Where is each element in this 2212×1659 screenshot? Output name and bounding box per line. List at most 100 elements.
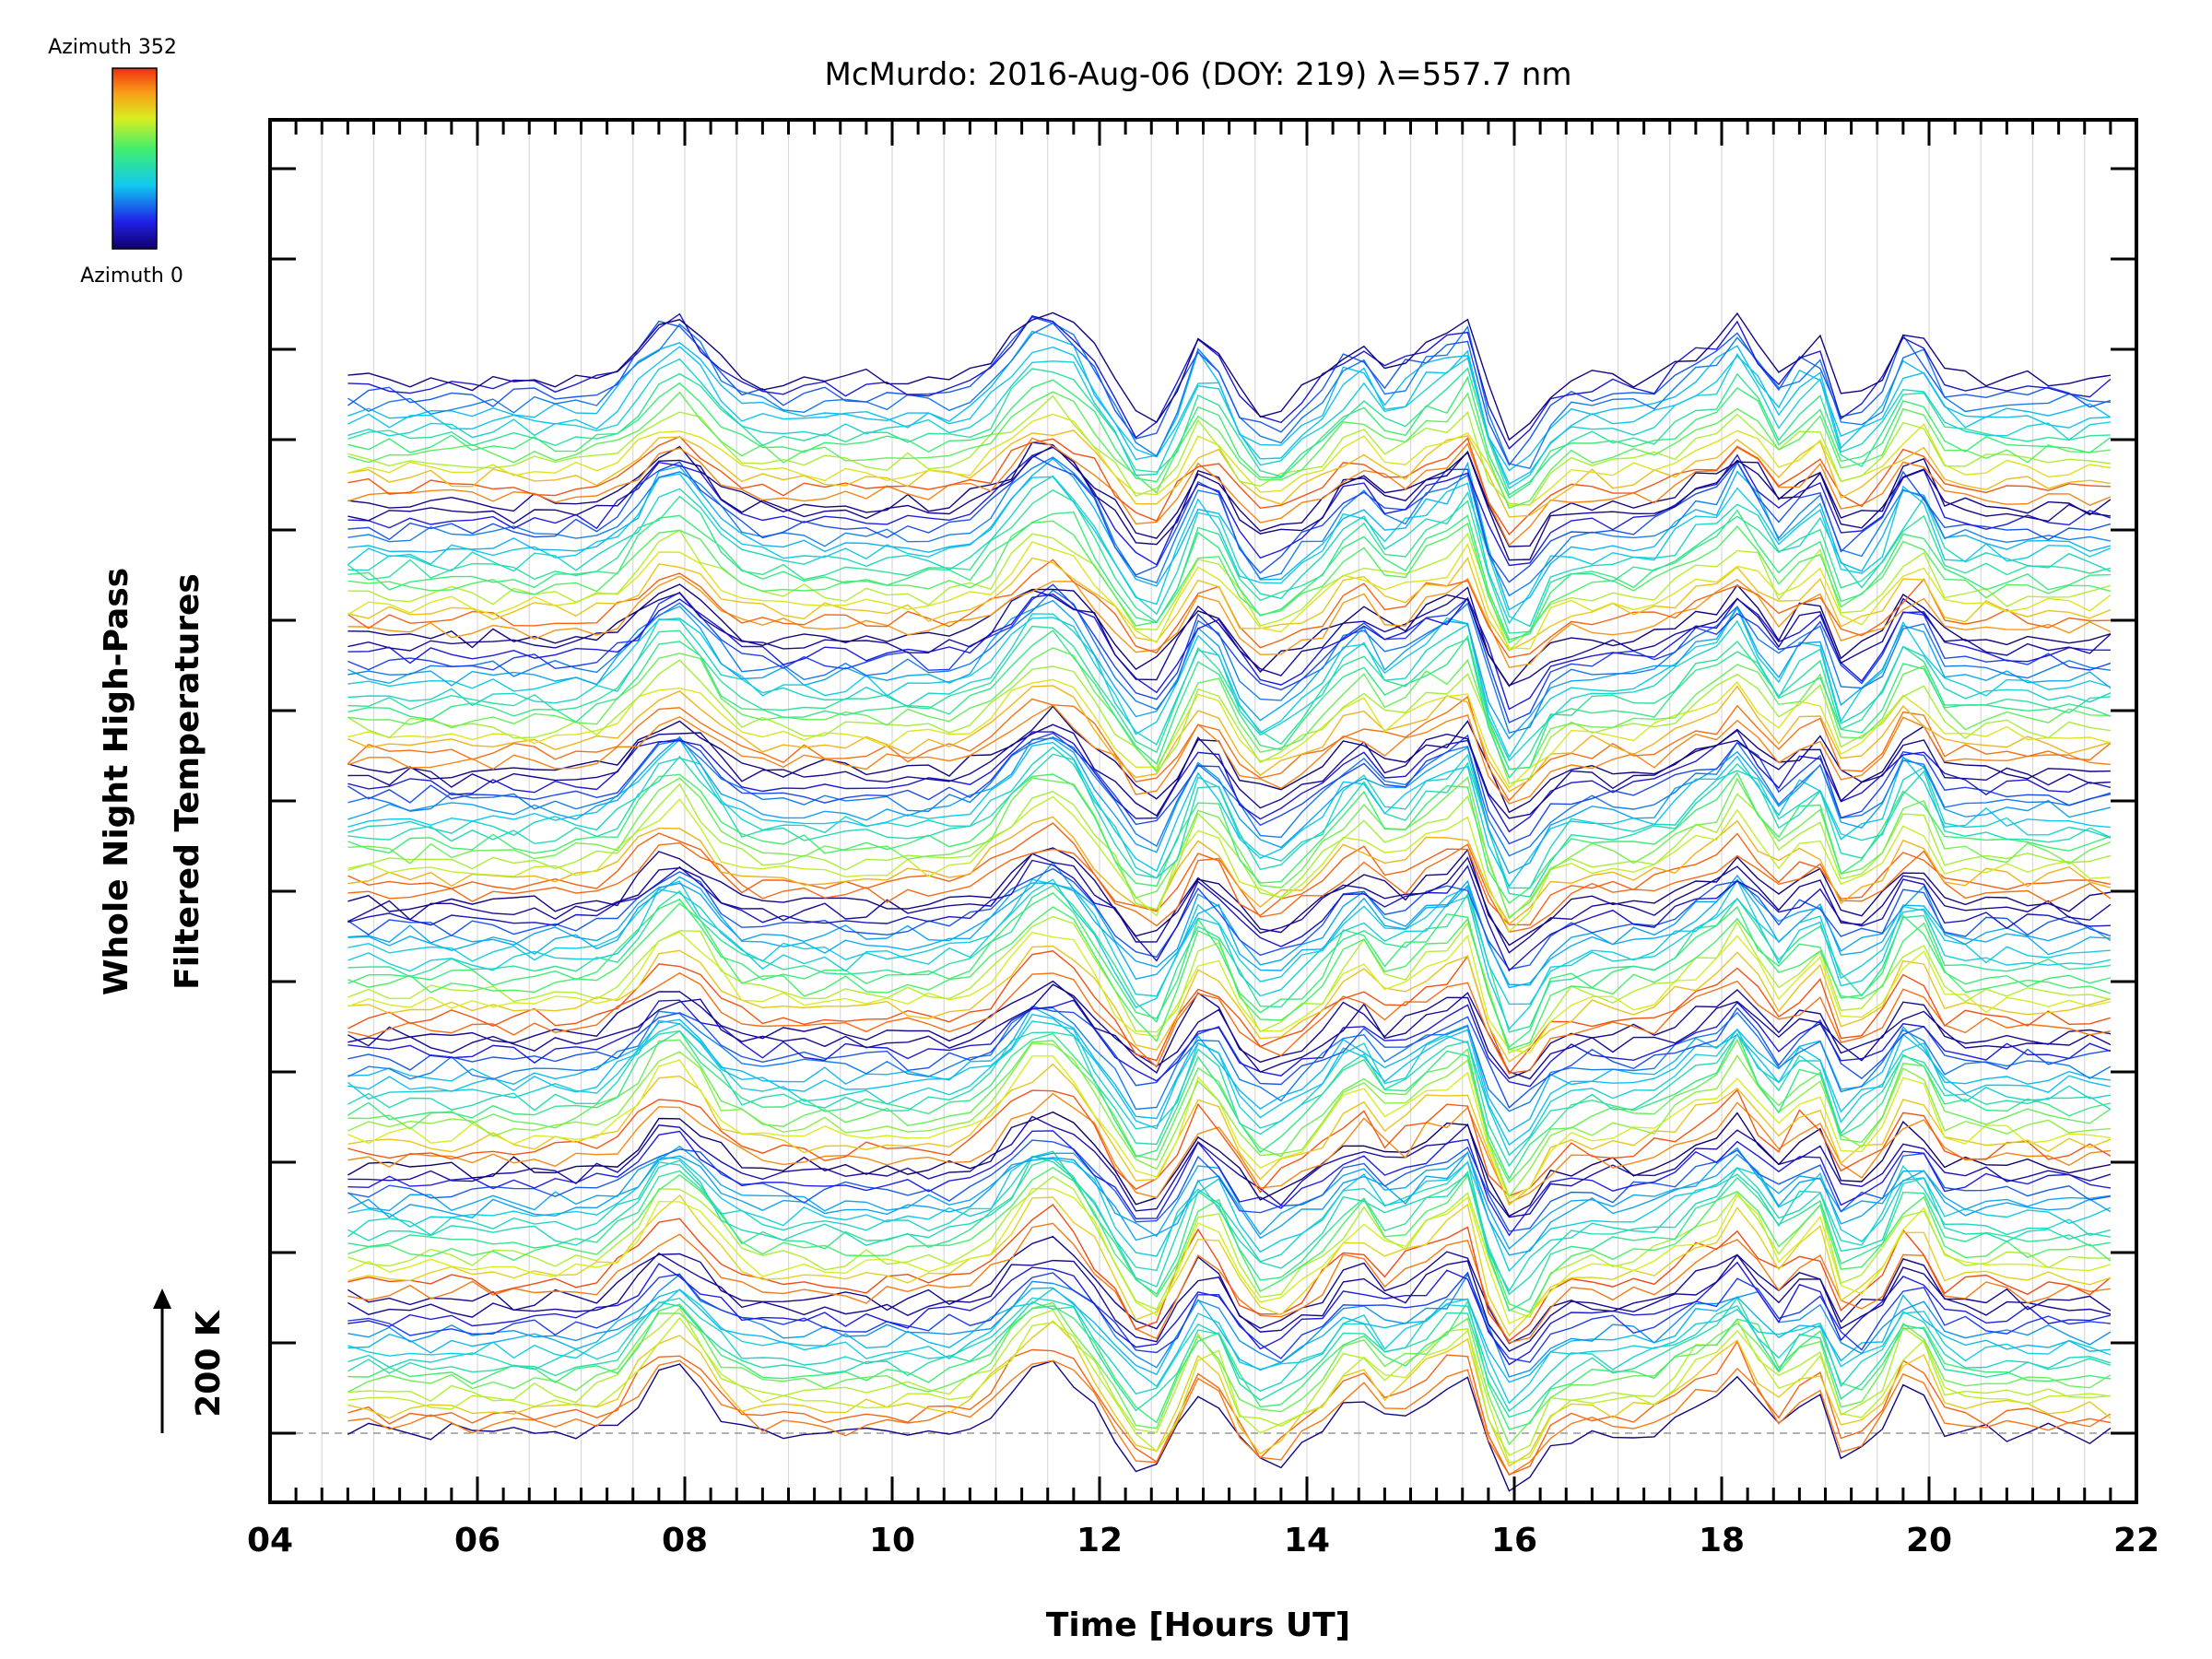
azimuth-trace <box>347 999 2112 1088</box>
x-tick-label: 20 <box>1906 1522 1952 1559</box>
azimuth-trace <box>347 1006 2111 1133</box>
azimuth-trace <box>347 475 2112 628</box>
azimuth-trace <box>347 1115 2112 1218</box>
azimuth-trace <box>347 736 2112 857</box>
azimuth-trace <box>347 1235 2112 1345</box>
azimuth-trace <box>347 1030 2112 1181</box>
azimuth-trace <box>347 1006 2112 1112</box>
y-axis-label-line2: Filtered Temperatures <box>169 573 206 990</box>
azimuth-trace <box>347 1300 2112 1430</box>
azimuth-trace <box>347 884 2111 1033</box>
azimuth-trace <box>347 606 2112 759</box>
azimuth-trace <box>347 1320 2112 1467</box>
azimuth-trace <box>347 782 2112 920</box>
x-tick-label: 08 <box>662 1522 708 1559</box>
azimuth-colorbar <box>112 67 158 250</box>
azimuth-trace <box>347 1288 2112 1405</box>
azimuth-trace <box>347 647 2111 772</box>
azimuth-trace <box>347 1316 2111 1465</box>
azimuth-trace <box>347 1340 2112 1476</box>
azimuth-trace <box>347 1055 2111 1200</box>
azimuth-trace <box>347 509 2111 641</box>
x-tick-label: 16 <box>1491 1522 1537 1559</box>
azimuth-trace <box>347 729 2112 833</box>
azimuth-trace <box>347 892 2112 1049</box>
azimuth-trace <box>347 659 2111 784</box>
azimuth-trace <box>347 878 2111 1006</box>
azimuth-trace <box>347 446 2112 567</box>
azimuth-trace <box>347 1020 2112 1157</box>
azimuth-trace <box>347 593 2111 711</box>
traces <box>347 312 2112 1492</box>
azimuth-trace <box>347 1187 2112 1325</box>
azimuth-trace <box>347 437 2112 547</box>
azimuth-trace <box>347 625 2111 780</box>
azimuth-trace <box>347 685 2112 793</box>
x-tick-labels: 04 06 08 10 12 14 16 18 20 22 <box>247 1522 2159 1559</box>
azimuth-trace <box>347 1139 2112 1232</box>
azimuth-trace <box>347 352 2111 489</box>
azimuth-trace <box>347 902 2112 1051</box>
azimuth-trace <box>347 746 2112 889</box>
azimuth-trace <box>347 704 2111 805</box>
azimuth-trace <box>347 971 2112 1075</box>
azimuth-trace <box>347 847 2111 947</box>
azimuth-trace <box>347 1273 2112 1378</box>
azimuth-trace <box>347 1155 2112 1293</box>
azimuth-trace <box>347 841 2112 933</box>
azimuth-trace <box>347 980 2112 1079</box>
azimuth-trace <box>347 1150 2112 1296</box>
azimuth-trace <box>347 678 2112 790</box>
azimuth-trace <box>347 853 2112 954</box>
azimuth-legend: Azimuth 352 Azimuth 0 <box>48 36 183 288</box>
azimuth-trace <box>347 367 2111 496</box>
legend-bottom-label: Azimuth 0 <box>80 265 183 288</box>
x-tick-label: 18 <box>1699 1522 1745 1559</box>
x-tick-label: 14 <box>1284 1522 1330 1559</box>
azimuth-trace <box>347 738 2111 888</box>
azimuth-trace <box>347 589 2111 735</box>
azimuth-trace <box>347 1088 2112 1197</box>
azimuth-trace <box>347 945 2112 1064</box>
azimuth-trace <box>347 859 2111 972</box>
azimuth-trace <box>347 1042 2111 1198</box>
azimuth-trace <box>347 1039 2112 1184</box>
azimuth-trace <box>347 1013 2112 1147</box>
x-tick-label: 04 <box>247 1522 293 1559</box>
scale-label: 200 K <box>190 1310 228 1418</box>
azimuth-trace <box>347 375 2112 500</box>
azimuth-trace <box>347 795 2111 933</box>
azimuth-trace <box>347 391 2111 510</box>
azimuth-trace <box>347 312 2112 441</box>
azimuth-trace <box>347 629 2112 771</box>
azimuth-trace <box>347 878 2112 1030</box>
azimuth-trace <box>347 541 2112 650</box>
azimuth-trace <box>347 586 2112 687</box>
azimuth-trace <box>347 1301 2112 1446</box>
azimuth-trace <box>347 454 2112 583</box>
azimuth-trace <box>347 1296 2112 1418</box>
azimuth-trace <box>347 695 2112 802</box>
azimuth-trace <box>347 520 2112 644</box>
x-tick-label: 22 <box>2113 1522 2159 1559</box>
azimuth-trace <box>347 1158 2112 1312</box>
azimuth-trace <box>347 931 2112 1053</box>
azimuth-trace <box>347 583 2112 724</box>
azimuth-trace <box>347 1271 2111 1363</box>
y-axis-label-line1: Whole Night High-Pass <box>98 568 135 995</box>
x-tick-label: 06 <box>454 1522 500 1559</box>
azimuth-trace <box>347 776 2112 919</box>
x-axis-label: Time [Hours UT] <box>1046 1606 1350 1644</box>
azimuth-trace <box>347 1261 2112 1366</box>
azimuth-trace <box>347 557 2112 652</box>
x-tick-label: 10 <box>869 1522 915 1559</box>
azimuth-trace <box>347 330 2112 472</box>
azimuth-trace <box>347 1145 2111 1250</box>
azimuth-trace <box>347 771 2112 904</box>
azimuth-trace <box>347 950 2112 1075</box>
scale-arrow-head <box>153 1288 171 1309</box>
azimuth-trace <box>347 445 2111 561</box>
azimuth-trace <box>347 583 2112 688</box>
azimuth-trace <box>347 457 2112 611</box>
